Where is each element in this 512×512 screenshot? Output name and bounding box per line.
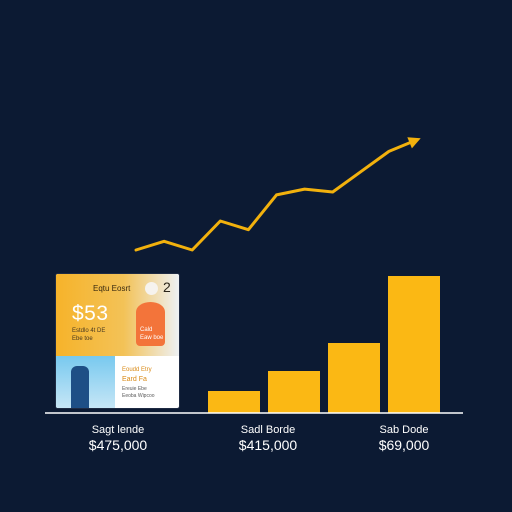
- orange-circle-icon: [136, 302, 165, 322]
- category-label-3: Sab Dode $69,000: [349, 424, 459, 453]
- card-small-line1: Ereuie Ebe: [122, 386, 147, 392]
- bar-1: [208, 391, 260, 413]
- category-value: $69,000: [378, 437, 430, 453]
- trend-arrowhead: [407, 137, 421, 149]
- category-name: Sab Dode: [379, 424, 429, 436]
- trend-line: [134, 138, 419, 252]
- category-name: Sagt lende: [91, 424, 145, 436]
- category-name: Sadl Borde: [240, 424, 296, 436]
- category-label-1: Sagt lende $475,000: [63, 424, 173, 453]
- card-subtext-line1: Estdlo 4t DE: [72, 328, 106, 334]
- bar-2: [268, 371, 320, 413]
- category-value: $415,000: [238, 437, 298, 453]
- bars-group: [208, 276, 440, 413]
- card-small-line2: Eeoba Wipcoo: [122, 393, 155, 399]
- card-bottom-line2: Eard Fa: [122, 376, 147, 383]
- orange-text-line2: Eaw boe: [140, 335, 164, 341]
- summary-card: Eqtu Eosrt 2 $53 Estdlo 4t DE Ebe toe Ca…: [56, 274, 179, 408]
- card-image-shape: [71, 366, 89, 408]
- card-title: Eqtu Eosrt: [93, 284, 131, 293]
- card-bottom-line1: Eoudd Etry: [122, 367, 152, 373]
- card-subtext: Estdlo 4t DE Ebe toe: [72, 327, 105, 343]
- card-value: $53: [72, 302, 109, 325]
- bar-3: [328, 343, 380, 413]
- bar-4: [388, 276, 440, 413]
- card-small-text: Ereuie Ebe Eeoba Wipcoo: [122, 386, 155, 400]
- category-value: $475,000: [88, 437, 148, 453]
- card-bottom-text: Eoudd Etry Eard Fa: [122, 366, 176, 384]
- card-image: [56, 356, 115, 408]
- category-label-2: Sadl Borde $415,000: [213, 424, 323, 453]
- orange-text-line1: Cald: [140, 327, 153, 333]
- card-badge-number: 2: [163, 279, 171, 295]
- orange-box: [136, 320, 165, 346]
- circle-icon: [145, 282, 158, 295]
- card-subtext-line2: Ebe toe: [72, 336, 93, 342]
- orange-box-text: Cald Eaw boe: [140, 326, 163, 342]
